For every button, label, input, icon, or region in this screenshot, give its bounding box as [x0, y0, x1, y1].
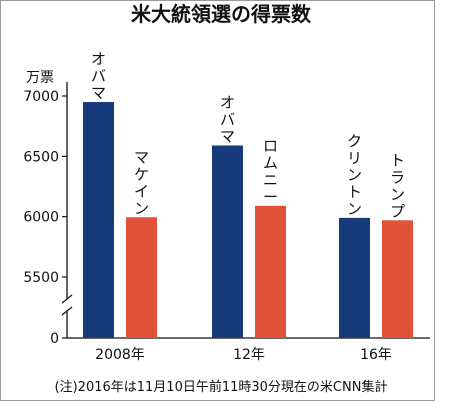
x-category-label: 16年 [360, 347, 392, 363]
candidate-label: トランプ [390, 151, 405, 220]
candidate-label: オバマ [220, 93, 235, 145]
bar-democrat [83, 102, 114, 339]
y-tick-label: 6000 [23, 210, 59, 226]
bar-republican [255, 205, 286, 338]
bar-democrat [339, 217, 370, 338]
y-tick-label: 5500 [23, 270, 59, 286]
figure-frame [0, 0, 435, 401]
bar-democrat [212, 145, 243, 338]
candidate-label: オバマ [91, 50, 106, 102]
bar-republican [126, 217, 157, 338]
chart-title: 米大統領選の得票数 [131, 2, 312, 26]
footnote: (注)2016年は11月10日午前11時30分現在の米CNN集計 [55, 379, 388, 395]
x-category-label: 2008年 [95, 347, 145, 363]
x-category-label: 12年 [233, 347, 265, 363]
y-tick-label: 0 [50, 331, 59, 347]
bars [83, 102, 413, 339]
y-tick-label: 7000 [23, 89, 59, 105]
unit-label: 万票 [26, 70, 54, 86]
candidate-label: マケイン [134, 148, 149, 217]
axis-break-mark [61, 306, 73, 316]
candidate-label: クリントン [347, 132, 362, 218]
axis-break-mark [61, 294, 73, 304]
y-tick-label: 6500 [23, 149, 59, 165]
bar-republican [382, 220, 413, 338]
candidate-label: ロムニー [263, 137, 278, 206]
